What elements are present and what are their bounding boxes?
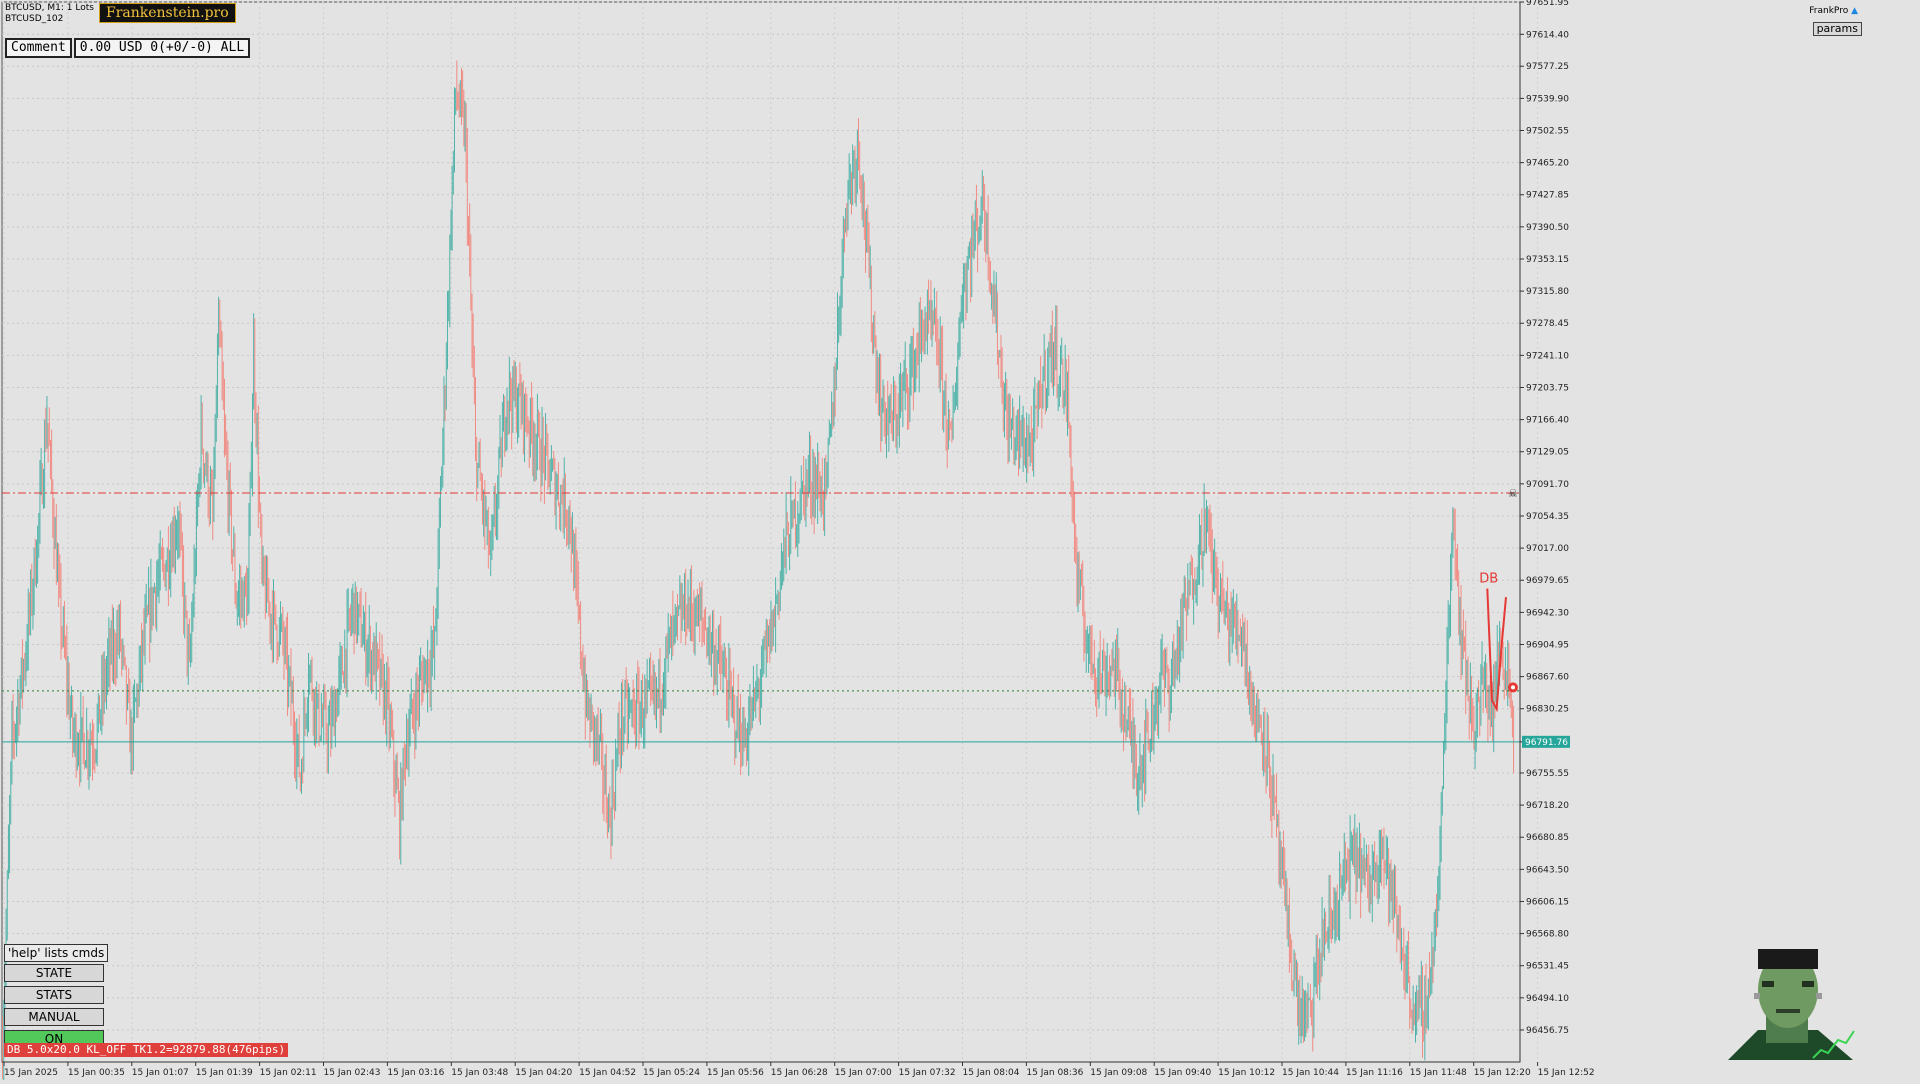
x-tick-label: 15 Jan 02:43 xyxy=(324,1068,381,1078)
plot-border xyxy=(1,1,1521,1063)
y-tick-label: 96680.85 xyxy=(1526,833,1569,843)
y-tick-label: 97539.90 xyxy=(1526,94,1569,104)
frankenstein-mascot-icon xyxy=(1728,949,1855,1060)
y-tick-label: 97054.35 xyxy=(1526,512,1569,522)
frankpro-label: FrankPro xyxy=(1809,6,1849,16)
y-tick-label: 96904.95 xyxy=(1526,640,1569,650)
y-tick-label: 97203.75 xyxy=(1526,383,1569,393)
x-tick-label: 15 Jan 01:39 xyxy=(196,1068,253,1078)
x-tick-label: 15 Jan 05:24 xyxy=(643,1068,700,1078)
status-bar: DB 5.0x20.0 KL_OFF TK1.2=92879.88(476pip… xyxy=(4,1043,289,1057)
y-tick-label: 96867.60 xyxy=(1526,673,1569,683)
x-tick-label: 15 Jan 07:00 xyxy=(835,1068,892,1078)
y-tick-label: 97278.45 xyxy=(1526,319,1569,329)
x-tick-label: 15 Jan 09:40 xyxy=(1154,1068,1211,1078)
params-button[interactable]: params xyxy=(1812,22,1862,36)
manual-button[interactable]: MANUAL xyxy=(4,1008,104,1026)
y-tick-label: 97091.70 xyxy=(1526,480,1569,490)
x-tick-label: 15 Jan 11:48 xyxy=(1410,1068,1467,1078)
y-tick-label: 96643.50 xyxy=(1526,865,1569,875)
x-tick-label: 15 Jan 12:20 xyxy=(1474,1068,1531,1078)
y-tick-label: 96456.75 xyxy=(1526,1026,1569,1036)
x-tick-label: 15 Jan 10:12 xyxy=(1218,1068,1275,1078)
y-tick-label: 96606.15 xyxy=(1526,897,1569,907)
account-name: BTCUSD_102 xyxy=(5,14,64,24)
y-tick-label: 97427.85 xyxy=(1526,191,1569,201)
x-tick-label: 15 Jan 08:04 xyxy=(963,1068,1020,1078)
db-pattern-line xyxy=(1486,588,1507,713)
axes: 97651.95 97614.40 97577.25 97539.90 97502.55… xyxy=(2,0,1595,1078)
frankenstein-logo-icon[interactable]: Frankenstein.pro xyxy=(99,3,236,23)
x-tick-label: 15 Jan 11:16 xyxy=(1346,1068,1403,1078)
db-label: DB xyxy=(1479,572,1498,587)
stats-button[interactable]: STATS xyxy=(4,986,104,1004)
y-tick-label: 96718.20 xyxy=(1526,801,1569,811)
y-tick-label: 96494.10 xyxy=(1526,994,1569,1004)
y-tick-label: 97166.40 xyxy=(1526,416,1569,426)
current-price-tag xyxy=(1522,735,1570,748)
y-tick-label: 97315.80 xyxy=(1526,287,1569,297)
x-tick-label: 15 Jan 10:44 xyxy=(1282,1068,1339,1078)
symbol-timeframe: BTCUSD, M1: xyxy=(5,3,64,13)
hat-icon: ▲ xyxy=(1851,6,1858,16)
y-tick-label: 97614.40 xyxy=(1526,30,1569,40)
target-marker-center xyxy=(1510,685,1515,690)
comment-value: 0.00 USD 0(+0/-0) ALL xyxy=(73,38,251,58)
y-tick-label: 96568.80 xyxy=(1526,930,1569,940)
y-tick-label: 97017.00 xyxy=(1526,544,1569,554)
y-tick-label: 97241.10 xyxy=(1526,351,1569,361)
logo-text: Frankenstein.pro xyxy=(106,5,229,21)
candles xyxy=(2,60,1515,1084)
y-tick-label: 97390.50 xyxy=(1526,223,1569,233)
price-levels xyxy=(2,492,1520,743)
help-button[interactable]: 'help' lists cmds xyxy=(4,944,109,962)
x-tick-label: 15 Jan 03:16 xyxy=(387,1068,444,1078)
y-tick-label: 97129.05 xyxy=(1526,448,1569,458)
x-tick-label: 15 Jan 03:48 xyxy=(451,1068,508,1078)
x-tick-label: 15 Jan 02:11 xyxy=(260,1068,317,1078)
symbol-info: BTCUSD, M1: 1 Lots BTCUSD_102 xyxy=(5,3,94,25)
grid xyxy=(1,1,1539,1063)
y-tick-label: 96942.30 xyxy=(1526,608,1569,618)
y-tick-label: 97353.15 xyxy=(1526,255,1569,265)
state-button[interactable]: STATE xyxy=(4,964,104,982)
y-tick-label: 96755.55 xyxy=(1526,769,1569,779)
x-tick-label: 15 Jan 12:52 xyxy=(1538,1068,1595,1078)
y-tick-label: 97465.20 xyxy=(1526,159,1569,169)
comment-label: Comment xyxy=(5,38,72,58)
y-tick-label: 97651.95 xyxy=(1526,0,1569,8)
x-tick-label: 15 Jan 00:35 xyxy=(68,1068,125,1078)
x-tick-label: 15 Jan 05:56 xyxy=(707,1068,764,1078)
x-tick-label: 15 Jan 2025 xyxy=(4,1068,58,1078)
lot-size: 1 Lots xyxy=(66,3,94,13)
x-tick-label: 15 Jan 08:36 xyxy=(1026,1068,1083,1078)
control-panel: STATE STATS MANUAL ON xyxy=(4,964,104,1052)
x-tick-label: 15 Jan 06:28 xyxy=(771,1068,828,1078)
status-text: 5.0x20.0 KL_OFF TK1.2=92879.88(476pips) xyxy=(26,1043,286,1056)
x-tick-label: 15 Jan 04:52 xyxy=(579,1068,636,1078)
y-tick-label: 97502.55 xyxy=(1526,126,1569,136)
db-pattern: DB ☠ xyxy=(1479,487,1518,713)
indicator-label: FrankPro ▲ xyxy=(1809,6,1858,16)
y-tick-label: 96979.65 xyxy=(1526,576,1569,586)
status-tag: DB xyxy=(7,1043,21,1056)
x-tick-label: 15 Jan 07:32 xyxy=(899,1068,956,1078)
x-tick-label: 15 Jan 01:07 xyxy=(132,1068,189,1078)
x-tick-label: 15 Jan 04:20 xyxy=(515,1068,572,1078)
x-tick-label: 15 Jan 09:08 xyxy=(1090,1068,1147,1078)
y-tick-label: 97577.25 xyxy=(1526,62,1569,72)
y-tick-label: 96830.25 xyxy=(1526,705,1569,715)
y-tick-label: 96531.45 xyxy=(1526,962,1569,972)
current-price-label: 96791.76 xyxy=(1525,738,1568,748)
skull-marker-icon: ☠ xyxy=(1508,487,1518,500)
comment-row: Comment 0.00 USD 0(+0/-0) ALL xyxy=(5,38,251,58)
